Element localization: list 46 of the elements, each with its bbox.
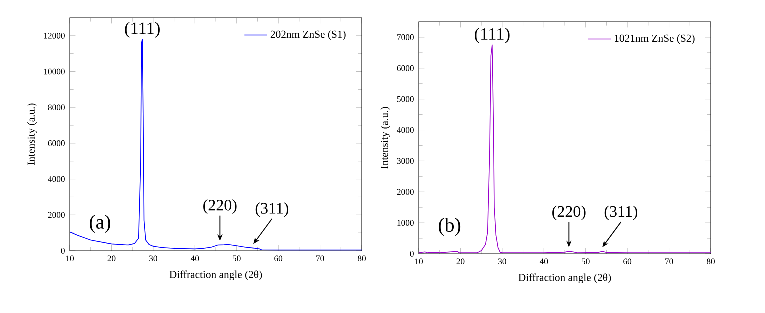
x-tick-label: 50 <box>582 258 590 265</box>
y-tick-label: 1000 <box>398 220 414 226</box>
x-tick-label: 10 <box>415 258 423 265</box>
y-tick-label: 6000 <box>48 140 65 146</box>
x-tick-label: 70 <box>666 258 674 265</box>
y-tick-label: 0 <box>61 248 65 254</box>
x-tick-label: 30 <box>498 258 506 265</box>
y-tick-label: 3000 <box>397 158 414 164</box>
y-axis-title: Intensity (a.u.) <box>27 104 38 166</box>
x-tick-label: 50 <box>233 256 241 262</box>
annotation: (220) <box>204 200 237 214</box>
y-tick-label: 0 <box>410 251 414 257</box>
y-tick-label: 12000 <box>44 33 65 39</box>
annotation: (220) <box>552 206 586 220</box>
y-axis-title: Intensity (a.u.) <box>380 107 390 169</box>
y-tick-label: 4000 <box>48 176 65 182</box>
y-tick-label: 6000 <box>397 65 414 72</box>
y-tick-label: 5000 <box>397 96 414 102</box>
x-tick-label: 10 <box>66 256 74 262</box>
line-series <box>419 44 711 254</box>
x-tick-label: 40 <box>190 256 200 262</box>
x-tick-label: 80 <box>706 258 715 265</box>
y-tick-label: 4000 <box>397 127 414 134</box>
x-tick-label: 70 <box>316 256 324 262</box>
y-tick-label: 2000 <box>48 212 65 218</box>
x-axis-title: Diffraction angle (2θ) <box>170 270 262 281</box>
y-tick-label: 7000 <box>398 34 414 40</box>
x-tick-label: 30 <box>150 256 158 262</box>
x-tick-label: 60 <box>274 256 283 262</box>
x-axis-title: Diffraction angle (2θ) <box>518 274 612 284</box>
annotation: (b) <box>439 218 461 236</box>
y-tick-label: 8000 <box>48 104 65 111</box>
y-tick-label: 10000 <box>44 68 65 75</box>
x-tick-label: 40 <box>540 258 548 265</box>
annotation: (a) <box>90 214 110 234</box>
legend-label: 1021nm ZnSe (S2) <box>615 34 695 44</box>
annotation: (111) <box>125 22 160 38</box>
x-tick-label: 20 <box>108 256 116 262</box>
annotation: (311) <box>604 206 638 220</box>
annotation: (111) <box>475 28 510 44</box>
annotation: (311) <box>256 202 289 218</box>
y-tick-label: 2000 <box>397 189 414 196</box>
x-tick-label: 60 <box>624 258 632 265</box>
legend-label: 202nm ZnSe (S1) <box>270 30 346 40</box>
x-tick-label: 80 <box>358 256 366 262</box>
x-tick-label: 20 <box>456 258 465 265</box>
